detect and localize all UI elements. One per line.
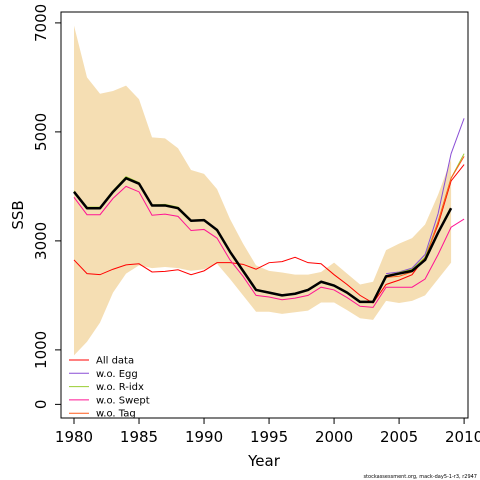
x-tick-label-1995: 1995 (250, 428, 288, 446)
x-tick-label-1980: 1980 (55, 428, 93, 446)
legend: All data w.o. Egg w.o. R-idx w.o. Swept w.o.… (69, 356, 150, 420)
confidence-band-layer (74, 25, 452, 356)
y-tick-label-0: 0 (32, 400, 50, 410)
series-line-w-o-egg (386, 118, 465, 275)
series-line-w-o-swept (73, 185, 465, 308)
main-estimate-layer (73, 176, 453, 304)
y-axis-title: SSB (9, 200, 27, 229)
main-estimate-line (73, 176, 453, 304)
series-line-all-data (73, 164, 465, 304)
legend-label-w-o-tag: w.o. Tag (96, 409, 136, 420)
legend-label-all-data: All data (96, 356, 134, 367)
y-axis: 0 1000 3000 5000 7000 (32, 4, 61, 409)
credit-text: stockassessment.org, mack-day5-1-r3, r29… (363, 474, 477, 480)
confidence-band (74, 25, 452, 356)
x-axis-title: Year (247, 452, 281, 470)
plot-frame (60, 11, 469, 419)
x-tick-label-2010: 2010 (445, 428, 480, 446)
x-tick-label-1985: 1985 (120, 428, 158, 446)
legend-label-w-o-swept: w.o. Swept (96, 395, 150, 406)
x-tick-label-2000: 2000 (315, 428, 353, 446)
legend-label-w-o-egg: w.o. Egg (96, 369, 138, 380)
y-tick-label-1000: 1000 (32, 331, 50, 369)
x-axis: 1980 1985 1990 1995 2000 2005 2010 (55, 418, 480, 446)
y-tick-label-7000: 7000 (32, 4, 50, 42)
y-tick-label-5000: 5000 (32, 113, 50, 151)
y-tick-label-3000: 3000 (32, 222, 50, 260)
legend-label-w-o-r-idx: w.o. R-idx (96, 382, 144, 393)
x-tick-label-1990: 1990 (185, 428, 223, 446)
x-tick-label-2005: 2005 (380, 428, 418, 446)
